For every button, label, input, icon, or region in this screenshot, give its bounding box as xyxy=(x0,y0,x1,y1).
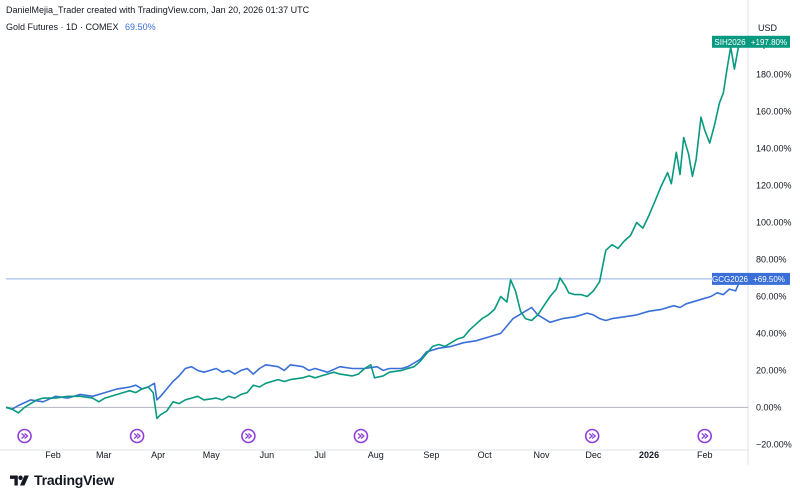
tradingview-logo-icon xyxy=(10,475,29,486)
series-line-gcg2026[interactable] xyxy=(5,278,742,410)
y-tick-label: 80.00% xyxy=(756,254,787,264)
event-marker-arrow xyxy=(701,433,709,439)
chart-legend: Gold Futures · 1D · COMEX 69.50% xyxy=(6,22,156,32)
y-tick-label: 180.00% xyxy=(756,70,792,80)
x-tick-label: Aug xyxy=(368,450,384,460)
event-marker-arrow xyxy=(357,433,365,439)
x-tick-label: Mar xyxy=(96,450,112,460)
x-tick-label: Feb xyxy=(697,450,713,460)
event-marker-arrow xyxy=(588,433,597,439)
series-line-sih2026[interactable] xyxy=(5,41,742,420)
badge-value-bg xyxy=(748,272,790,285)
badge-name-bg xyxy=(712,35,748,48)
x-tick-label: Apr xyxy=(151,450,165,460)
x-tick-label: Jul xyxy=(314,450,326,460)
badge-name-bg xyxy=(712,272,748,285)
y-tick-label: 120.00% xyxy=(756,181,792,191)
x-tick-label: May xyxy=(203,450,221,460)
event-marker-arrow xyxy=(133,433,142,439)
price-badge-gcg2026: GCG2026 +69.50% xyxy=(712,272,790,285)
brand-name: TradingView xyxy=(34,472,115,488)
badge-value: +197.80% xyxy=(751,38,787,47)
y-tick-label: −20.00% xyxy=(756,439,792,449)
chart-credit: DanielMejia_Trader created with TradingV… xyxy=(6,5,310,15)
legend-value: 69.50% xyxy=(125,22,156,32)
y-tick-label: 20.00% xyxy=(756,365,787,375)
badge-symbol: SIH2026 xyxy=(714,38,746,47)
badge-symbol: GCG2026 xyxy=(712,275,749,284)
x-tick-label: Feb xyxy=(45,450,61,460)
y-tick-label: 0.00% xyxy=(756,402,782,412)
badge-value: +69.50% xyxy=(753,275,785,284)
x-tick-label: Sep xyxy=(423,450,439,460)
x-tick-label: 2026 xyxy=(639,450,659,460)
y-tick-label: 40.00% xyxy=(756,328,787,338)
x-tick-label: Dec xyxy=(585,450,602,460)
x-tick-label: Jun xyxy=(260,450,275,460)
y-tick-label: 60.00% xyxy=(756,291,787,301)
event-marker-arrow xyxy=(244,433,253,439)
x-tick-label: Oct xyxy=(478,450,493,460)
x-tick-label: Nov xyxy=(533,450,550,460)
tradingview-logo: TradingView xyxy=(10,472,114,488)
y-tick-label: 100.00% xyxy=(756,218,792,228)
price-badge-sih2026: SIH2026 +197.80% xyxy=(712,35,790,48)
legend-symbol[interactable]: Gold Futures · 1D · COMEX xyxy=(6,22,119,32)
badge-value-bg xyxy=(748,35,790,48)
currency-label[interactable]: USD xyxy=(758,23,778,33)
event-marker-arrow xyxy=(21,433,29,439)
y-tick-label: 160.00% xyxy=(756,107,792,117)
y-tick-label: 140.00% xyxy=(756,144,792,154)
